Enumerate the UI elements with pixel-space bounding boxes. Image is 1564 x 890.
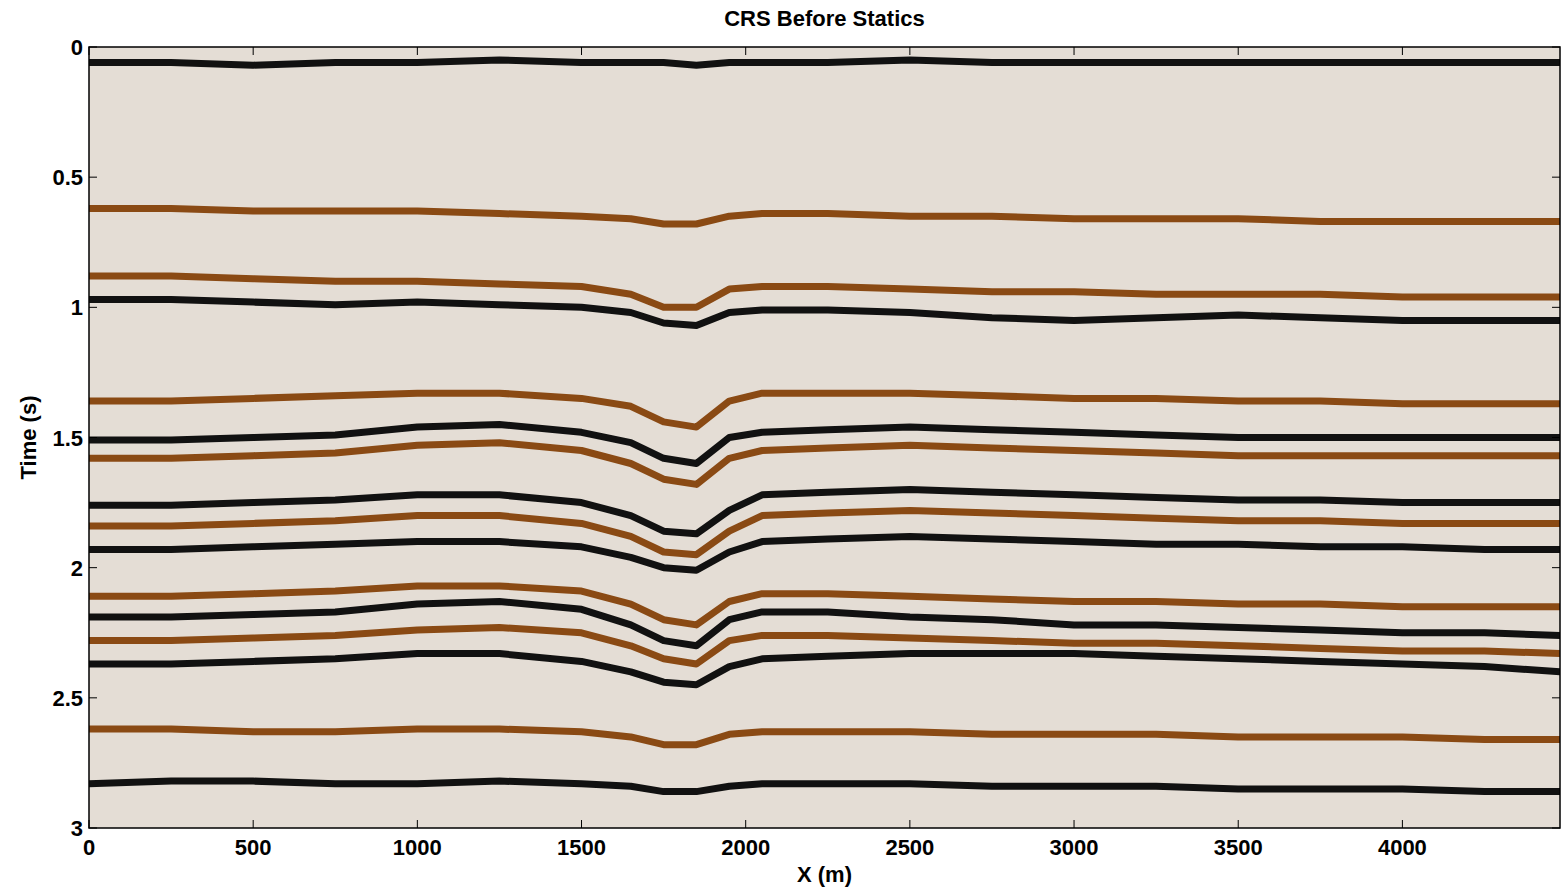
x-tick (89, 820, 90, 828)
title: CRS Before Statics (724, 6, 925, 31)
y-tick (1552, 828, 1560, 829)
x-tick (581, 820, 582, 828)
x-tick (745, 820, 746, 828)
y-tick (1552, 437, 1560, 438)
x-tick-label: 3000 (1050, 835, 1099, 860)
y-tick-label: 1.5 (52, 426, 83, 451)
x-tick-label: 2000 (721, 835, 770, 860)
x-tick (417, 820, 418, 828)
y-tick-label: 1 (71, 295, 83, 320)
x-tick-label: 1000 (393, 835, 442, 860)
x-tick (909, 820, 910, 828)
y-tick (1552, 177, 1560, 178)
horizon (89, 781, 1560, 792)
x-tick (581, 47, 582, 55)
x-tick (745, 47, 746, 55)
x-tick-label: 3500 (1214, 835, 1263, 860)
y-tick (89, 697, 97, 698)
y-tick (1552, 697, 1560, 698)
x-tick (1402, 47, 1403, 55)
horizon (89, 443, 1560, 485)
horizon (89, 60, 1560, 65)
y-tick (1552, 47, 1560, 48)
x-tick (253, 820, 254, 828)
y-tick-label: 0.5 (52, 165, 83, 190)
horizons (89, 60, 1560, 792)
y-tick (1552, 307, 1560, 308)
horizon (89, 729, 1560, 745)
y-tick (89, 437, 97, 438)
x-axis-title: X (m) (797, 862, 852, 887)
x-tick-label: 0 (83, 835, 95, 860)
y-tick (89, 307, 97, 308)
y-tick-label: 2 (71, 556, 83, 581)
y-tick (89, 828, 97, 829)
x-tick (89, 47, 90, 55)
x-tick-label: 4000 (1378, 835, 1427, 860)
x-tick-label: 2500 (885, 835, 934, 860)
horizon (89, 536, 1560, 570)
y-tick-label: 3 (71, 816, 83, 841)
horizon (89, 654, 1560, 685)
x-tick (1074, 820, 1075, 828)
x-tick (1238, 820, 1239, 828)
y-tick (89, 567, 97, 568)
x-tick (1238, 47, 1239, 55)
x-tick (1402, 820, 1403, 828)
plot-frame (89, 47, 1560, 828)
x-tick-label: 500 (235, 835, 272, 860)
y-tick (1552, 567, 1560, 568)
chart: 0 500 1000 1500 2000 2500 3000 3500 4000 0 0.5 1 1.5… (0, 0, 1564, 890)
horizon (89, 208, 1560, 224)
y-tick (89, 47, 97, 48)
x-tick (417, 47, 418, 55)
y-tick-label: 0 (71, 35, 83, 60)
y-axis-title: Time (s) (16, 396, 41, 480)
x-tick (909, 47, 910, 55)
horizon (89, 393, 1560, 427)
plot-background (89, 47, 1560, 828)
horizon (89, 586, 1560, 625)
x-tick (253, 47, 254, 55)
x-tick (1074, 47, 1075, 55)
y-tick-label: 2.5 (52, 686, 83, 711)
horizon (89, 300, 1560, 326)
y-tick (89, 177, 97, 178)
x-tick-label: 1500 (557, 835, 606, 860)
